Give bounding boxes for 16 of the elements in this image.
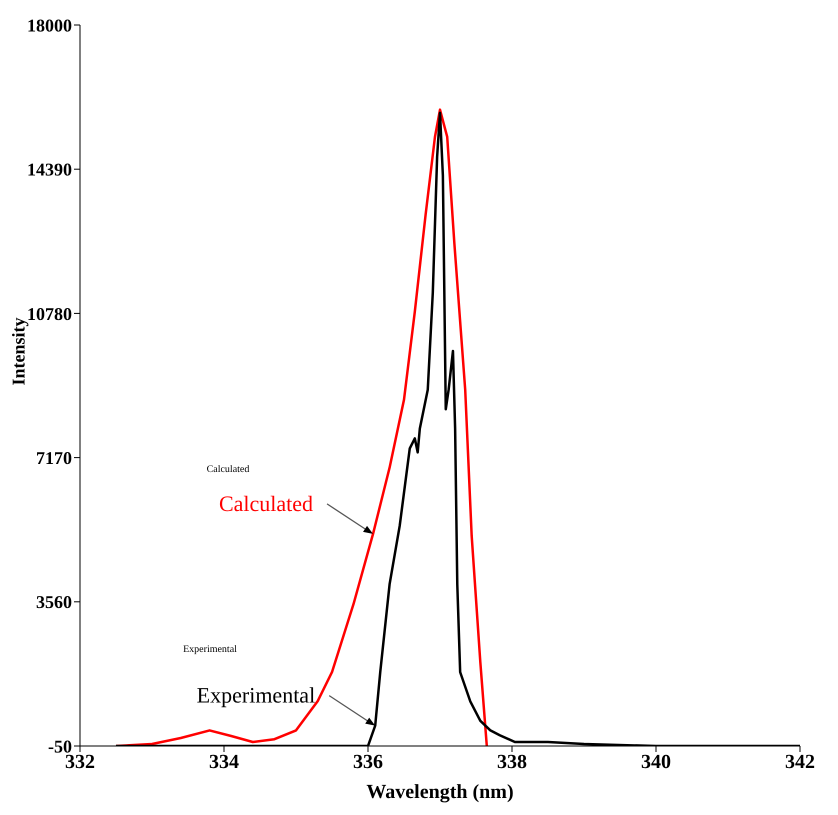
x-tick-label: 338 [497, 751, 527, 774]
series-label: Experimental [196, 682, 316, 708]
x-tick-label: 336 [353, 751, 383, 774]
y-tick-label: 3560 [36, 592, 72, 612]
x-tick-label: 334 [209, 751, 239, 774]
annotation: Calculated [206, 464, 250, 475]
y-tick-label: 10780 [27, 304, 72, 324]
y-tick-label: 7170 [36, 448, 72, 468]
annotation: Experimental [183, 644, 238, 655]
x-tick-label: 342 [785, 751, 815, 774]
y-tick-label: 14390 [27, 160, 72, 180]
y-axis-title: Intensity [8, 317, 28, 386]
x-axis-title: Wavelength (nm) [366, 781, 514, 803]
y-tick-label: 18000 [27, 15, 72, 36]
x-tick-label: 340 [641, 751, 671, 774]
text: Calculated [218, 490, 314, 516]
